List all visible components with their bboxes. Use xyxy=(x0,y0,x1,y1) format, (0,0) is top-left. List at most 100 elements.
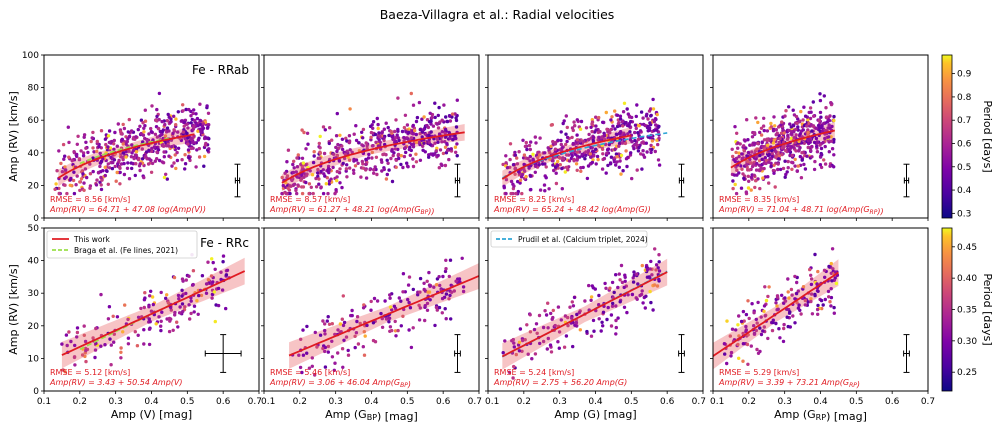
data-point xyxy=(799,176,804,180)
data-point xyxy=(181,109,185,113)
data-point xyxy=(812,167,817,172)
data-point xyxy=(640,167,644,171)
data-point xyxy=(344,335,349,339)
rmse-annotation: RMSE = 5.29 [km/s] xyxy=(719,368,799,377)
data-point xyxy=(786,166,790,170)
data-point xyxy=(776,162,780,166)
data-point xyxy=(407,328,411,332)
data-point xyxy=(126,130,130,134)
data-point xyxy=(590,122,594,126)
data-point xyxy=(119,346,123,350)
data-point xyxy=(645,150,649,154)
data-point xyxy=(219,270,223,274)
data-point xyxy=(189,114,193,118)
data-point xyxy=(157,117,161,122)
data-point xyxy=(286,148,291,152)
data-point xyxy=(809,297,813,301)
data-point xyxy=(147,327,152,331)
data-point xyxy=(556,340,560,344)
data-point xyxy=(729,354,733,358)
data-point xyxy=(793,157,797,162)
data-point xyxy=(613,109,617,113)
data-point xyxy=(407,300,411,305)
data-point xyxy=(167,115,171,119)
data-point xyxy=(736,141,740,145)
data-point xyxy=(292,166,296,170)
data-point xyxy=(112,332,117,336)
data-point xyxy=(59,161,63,166)
data-point xyxy=(531,157,535,161)
data-point xyxy=(319,169,323,174)
data-point xyxy=(777,134,781,138)
data-point xyxy=(596,157,600,162)
data-point xyxy=(78,180,82,184)
data-point xyxy=(515,162,520,166)
data-point xyxy=(656,158,661,162)
data-point xyxy=(309,185,313,189)
data-point xyxy=(615,160,619,164)
data-point xyxy=(318,151,323,155)
data-point xyxy=(786,159,790,164)
data-point xyxy=(743,139,747,143)
data-point xyxy=(433,141,437,145)
data-point xyxy=(99,344,103,348)
data-point xyxy=(115,170,119,175)
data-point xyxy=(160,119,164,124)
data-point xyxy=(124,150,128,154)
data-point xyxy=(109,363,113,367)
data-point xyxy=(574,321,579,325)
data-point xyxy=(112,138,117,143)
data-point xyxy=(617,165,621,169)
data-point xyxy=(511,376,515,380)
data-point xyxy=(166,301,171,305)
data-point xyxy=(614,325,618,330)
data-point xyxy=(321,125,326,129)
data-point xyxy=(589,125,593,129)
data-point xyxy=(590,160,595,165)
data-point xyxy=(167,316,172,321)
data-point xyxy=(749,161,753,165)
data-point xyxy=(403,113,408,118)
y-tick-label: 60 xyxy=(28,116,40,126)
data-point xyxy=(772,138,776,142)
data-point xyxy=(285,174,290,178)
data-point xyxy=(283,171,287,175)
data-point xyxy=(221,254,226,258)
data-point xyxy=(594,124,598,128)
data-point xyxy=(564,132,568,136)
data-point xyxy=(331,165,335,170)
data-point xyxy=(815,150,820,154)
data-point xyxy=(351,168,356,172)
data-point xyxy=(122,172,127,177)
data-point xyxy=(809,110,813,114)
data-point xyxy=(649,300,653,305)
data-point xyxy=(73,363,77,367)
data-point xyxy=(583,299,587,303)
data-point xyxy=(796,289,800,293)
data-point xyxy=(180,277,185,281)
data-point xyxy=(326,167,331,171)
data-point xyxy=(411,157,415,161)
data-point xyxy=(372,168,376,172)
data-point xyxy=(744,324,748,329)
data-point xyxy=(822,158,826,162)
data-point xyxy=(746,299,750,303)
typical-error-bar xyxy=(234,163,241,198)
x-tick-label: 0.6 xyxy=(885,397,900,407)
data-point xyxy=(645,267,650,272)
y-tick-label: 80 xyxy=(28,84,40,94)
data-point xyxy=(180,158,184,162)
data-point xyxy=(765,137,769,141)
data-point xyxy=(772,163,776,167)
fit-equation: Amp(RV) = 3.43 + 50.54 Amp(V) xyxy=(49,378,183,387)
data-point xyxy=(437,166,441,170)
data-point xyxy=(125,139,129,144)
data-point xyxy=(106,145,110,149)
data-point xyxy=(106,162,111,166)
data-point xyxy=(741,331,745,336)
data-point xyxy=(828,164,832,168)
data-point xyxy=(127,117,131,122)
data-point xyxy=(335,175,339,179)
data-point xyxy=(795,121,799,126)
data-point xyxy=(183,162,188,166)
